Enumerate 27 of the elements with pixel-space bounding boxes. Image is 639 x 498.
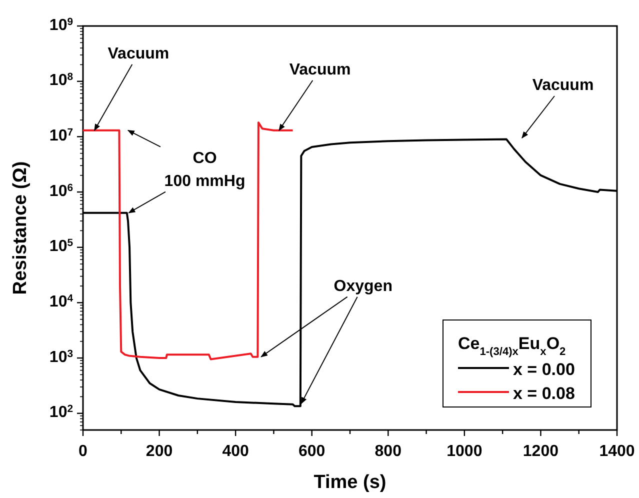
x-tick-label: 1200 bbox=[522, 443, 559, 460]
x-tick-label: 1000 bbox=[446, 443, 482, 460]
legend-label: x = 0.08 bbox=[513, 384, 575, 403]
annotation: Vacuum bbox=[108, 45, 170, 62]
legend-title: Ce$_{1-(3/4)x}$Eu$_{x}$O$_{2}$ bbox=[458, 334, 566, 358]
y-tick-label: 10$^{3}$ bbox=[49, 348, 74, 366]
annotation: Vacuum bbox=[289, 61, 351, 78]
x-tick-label: 800 bbox=[374, 443, 402, 460]
y-tick-label: 10$^{5}$ bbox=[49, 238, 74, 256]
y-tick-label: 10$^{7}$ bbox=[49, 126, 74, 144]
x-tick-label: 400 bbox=[222, 443, 250, 460]
y-tick-label: 10$^{2}$ bbox=[49, 404, 74, 422]
legend-label: x = 0.00 bbox=[513, 360, 575, 379]
y-tick-label: 10$^{6}$ bbox=[49, 182, 74, 200]
annotation: CO 100 mmHg bbox=[164, 150, 246, 190]
x-tick-label: 600 bbox=[298, 443, 326, 460]
y-tick-label: 10$^{9}$ bbox=[49, 16, 74, 34]
x-tick-label: 200 bbox=[146, 443, 173, 460]
annotation: Oxygen bbox=[334, 278, 392, 295]
x-tick-label: 1400 bbox=[599, 443, 635, 460]
y-tick-label: 10$^{8}$ bbox=[49, 72, 74, 90]
line-series bbox=[83, 122, 294, 360]
y-tick-label: 10$^{4}$ bbox=[49, 292, 74, 310]
x-tick-label: 0 bbox=[78, 443, 88, 460]
y-axis-title: Resistance (Ω) bbox=[10, 161, 31, 295]
x-axis-title: Time (s) bbox=[314, 472, 386, 493]
annotation: Vacuum bbox=[532, 77, 594, 94]
